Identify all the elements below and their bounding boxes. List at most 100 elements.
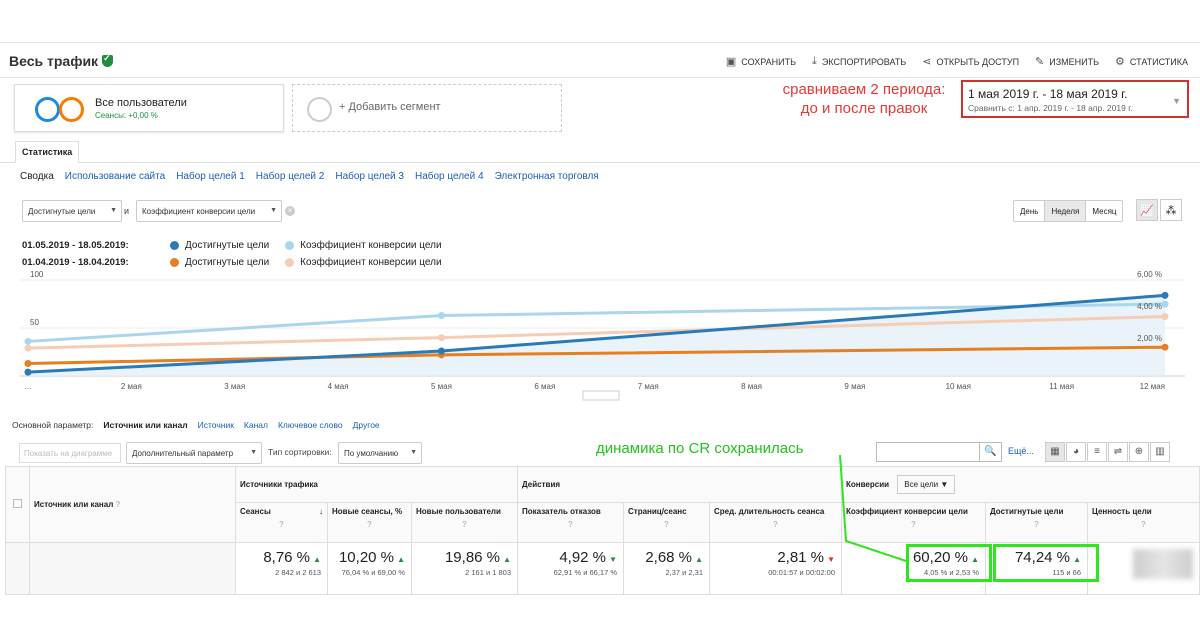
cell-sessions: 8,76 % ▲ 2 842 и 2 613 <box>235 542 328 595</box>
x-tick-label: 6 мая <box>534 382 555 391</box>
cell-value: 4,92 % <box>559 549 607 566</box>
metric-1-value: Достигнутые цели <box>28 207 96 216</box>
dimension-channel-link[interactable]: Канал <box>243 420 268 430</box>
cell-value: 60,20 % <box>912 549 969 566</box>
cell-compare: 76,04 % и 69,00 % <box>341 568 405 577</box>
col-bounce-rate[interactable]: Показатель отказов? <box>517 502 624 543</box>
data-table-view-icon[interactable]: ▦ <box>1045 442 1065 462</box>
subnav-goal-set-3[interactable]: Набор целей 3 <box>335 171 404 182</box>
trend-up-icon: ▲ <box>397 555 405 564</box>
period-month-button[interactable]: Месяц <box>1092 207 1117 216</box>
cell-compare: 115 и 66 <box>1052 568 1081 577</box>
legend-label: Коэффициент конверсии цели <box>300 257 442 268</box>
subnav-site-usage[interactable]: Использование сайта <box>64 171 166 182</box>
subnav-goal-set-1[interactable]: Набор целей 1 <box>176 171 245 182</box>
row-dimension-cell <box>29 542 236 595</box>
segment-all-users[interactable]: Все пользователи Сеансы: +0,00 % <box>14 84 284 132</box>
data-point <box>1161 291 1169 299</box>
subnav-goal-set-4[interactable]: Набор целей 4 <box>414 171 484 182</box>
legend-label: Достигнутые цели <box>185 240 270 251</box>
dimension-other-link[interactable]: Другое <box>352 420 380 430</box>
report-title: Весь трафик <box>9 53 114 69</box>
legend-label: Достигнутые цели <box>185 257 270 268</box>
plot-rows-button[interactable]: Показать на диаграмме <box>19 443 121 463</box>
share-button[interactable]: ⋖ ОТКРЫТЬ ДОСТУП <box>922 55 1019 68</box>
data-point <box>24 360 32 368</box>
save-button[interactable]: ▣ СОХРАНИТЬ <box>726 55 796 68</box>
table-search-input[interactable]: 🔍 <box>876 442 1002 462</box>
insights-icon: ⚙ <box>1115 56 1125 68</box>
cell-value: 2,81 % <box>777 549 825 566</box>
col-avg-session-duration[interactable]: Сред. длительность сеанса? <box>709 502 842 543</box>
series-area-fill <box>28 295 1165 376</box>
share-label: ОТКРЫТЬ ДОСТУП <box>936 56 1020 67</box>
metric-2-select[interactable]: Коэффициент конверсии цели ▼ <box>136 200 282 222</box>
cell-goal-value <box>1087 542 1200 595</box>
col-sessions[interactable]: Сеансы ↓? <box>235 502 328 543</box>
subnav-summary[interactable]: Сводка <box>20 171 54 182</box>
goal-select-value: Все цели <box>904 480 939 489</box>
col-new-sessions[interactable]: Новые сеансы, %? <box>327 502 412 543</box>
dimension-source-link[interactable]: Источник <box>197 420 234 430</box>
share-icon: ⋖ <box>922 56 932 68</box>
cell-goal-completions: 74,24 % ▲ 115 и 66 <box>985 542 1088 595</box>
secondary-dimension-select[interactable]: Дополнительный параметр ▼ <box>126 442 262 464</box>
comparison-view-icon[interactable]: ⇌ <box>1108 442 1128 462</box>
goal-select[interactable]: Все цели ▼ <box>897 475 956 494</box>
tab-statistics[interactable]: Статистика <box>15 141 80 163</box>
sort-type-select[interactable]: По умолчанию ▼ <box>338 442 422 464</box>
insights-label: СТАТИСТИКА <box>1129 56 1188 67</box>
legend-item: Достигнутые цели <box>170 257 269 268</box>
report-table: Источник или канал ? Источники трафика Д… <box>5 466 1200 595</box>
x-tick-label: 4 мая <box>328 382 349 391</box>
legend-dot <box>285 258 295 267</box>
pie-view-icon[interactable]: ◕ <box>1066 442 1086 462</box>
edit-button[interactable]: ✎ ИЗМЕНИТЬ <box>1035 55 1099 68</box>
metric-1-select[interactable]: Достигнутые цели ▼ <box>22 200 122 222</box>
col-new-users[interactable]: Новые пользователи? <box>411 502 518 543</box>
add-segment-button[interactable]: + Добавить сегмент <box>292 84 562 132</box>
period-week-button[interactable]: Неделя <box>1045 201 1087 221</box>
performance-view-icon[interactable]: ≡ <box>1087 442 1107 462</box>
search-icon[interactable]: 🔍 <box>979 443 1001 461</box>
clear-metric-icon[interactable]: × <box>285 206 295 216</box>
period-day-button[interactable]: День <box>1014 201 1046 221</box>
term-cloud-view-icon[interactable]: ⊕ <box>1129 442 1149 462</box>
col-label: Новые пользователи <box>416 507 501 516</box>
insights-button[interactable]: ⚙ СТАТИСТИКА <box>1115 55 1188 68</box>
pivot-view-icon[interactable]: ▥ <box>1150 442 1170 462</box>
select-all-checkbox[interactable] <box>13 499 22 508</box>
segment-circle-blue <box>35 97 60 122</box>
more-link[interactable]: Ещё... <box>1008 446 1034 456</box>
export-button[interactable]: ⤓ ЭКСПОРТИРОВАТЬ <box>812 55 906 68</box>
row-select-cell <box>5 542 30 595</box>
help-icon: ? <box>115 500 121 509</box>
legend-row-previous: 01.04.2019 - 18.04.2019: Достигнутые цел… <box>22 254 458 271</box>
report-header: Весь трафик ▣ СОХРАНИТЬ ⤓ ЭКСПОРТИРОВАТЬ ⋖… <box>0 42 1200 78</box>
timeline-chart: 100 50 6,00 % 4,00 % 2,00 %... 2 мая 3 мая 4 ма… <box>20 270 1185 401</box>
line-chart-icon[interactable]: 📈 <box>1136 199 1158 221</box>
y-tick-label: 100 <box>30 270 44 279</box>
sub-navigation: Сводка Использование сайта Набор целей 1… <box>20 171 599 182</box>
x-tick-label: 7 мая <box>638 382 659 391</box>
dimension-keyword-link[interactable]: Ключевое слово <box>277 420 343 430</box>
date-range-compare: Сравнить с: 1 апр. 2019 г. - 18 апр. 201… <box>968 103 1133 113</box>
subnav-goal-set-2[interactable]: Набор целей 2 <box>255 171 325 182</box>
col-goal-conversion-rate[interactable]: Коэффициент конверсии цели? <box>841 502 986 543</box>
col-label: Сред. длительность сеанса <box>714 507 825 516</box>
sort-type-label: Тип сортировки: <box>268 447 332 457</box>
date-range-picker[interactable]: 1 мая 2019 г. - 18 мая 2019 г. Сравнить … <box>961 80 1189 118</box>
data-point <box>1161 343 1169 351</box>
x-tick-label: 2 мая <box>121 382 142 391</box>
report-title-text: Весь трафик <box>9 53 99 69</box>
dimension-header[interactable]: Источник или канал ? <box>29 466 236 543</box>
legend-dot <box>285 241 295 250</box>
col-pages-per-session[interactable]: Страниц/сеанс? <box>623 502 710 543</box>
col-goal-value[interactable]: Ценность цели? <box>1087 502 1200 543</box>
cell-compare: 62,91 % и 66,17 % <box>553 568 617 577</box>
cell-compare: 00:01:57 и 00:02:00 <box>768 568 835 577</box>
col-goal-completions[interactable]: Достигнутые цели? <box>985 502 1088 543</box>
help-icon: ? <box>1034 520 1039 529</box>
subnav-ecommerce[interactable]: Электронная торговля <box>494 171 599 182</box>
motion-chart-icon[interactable]: ⁂ <box>1160 199 1182 221</box>
